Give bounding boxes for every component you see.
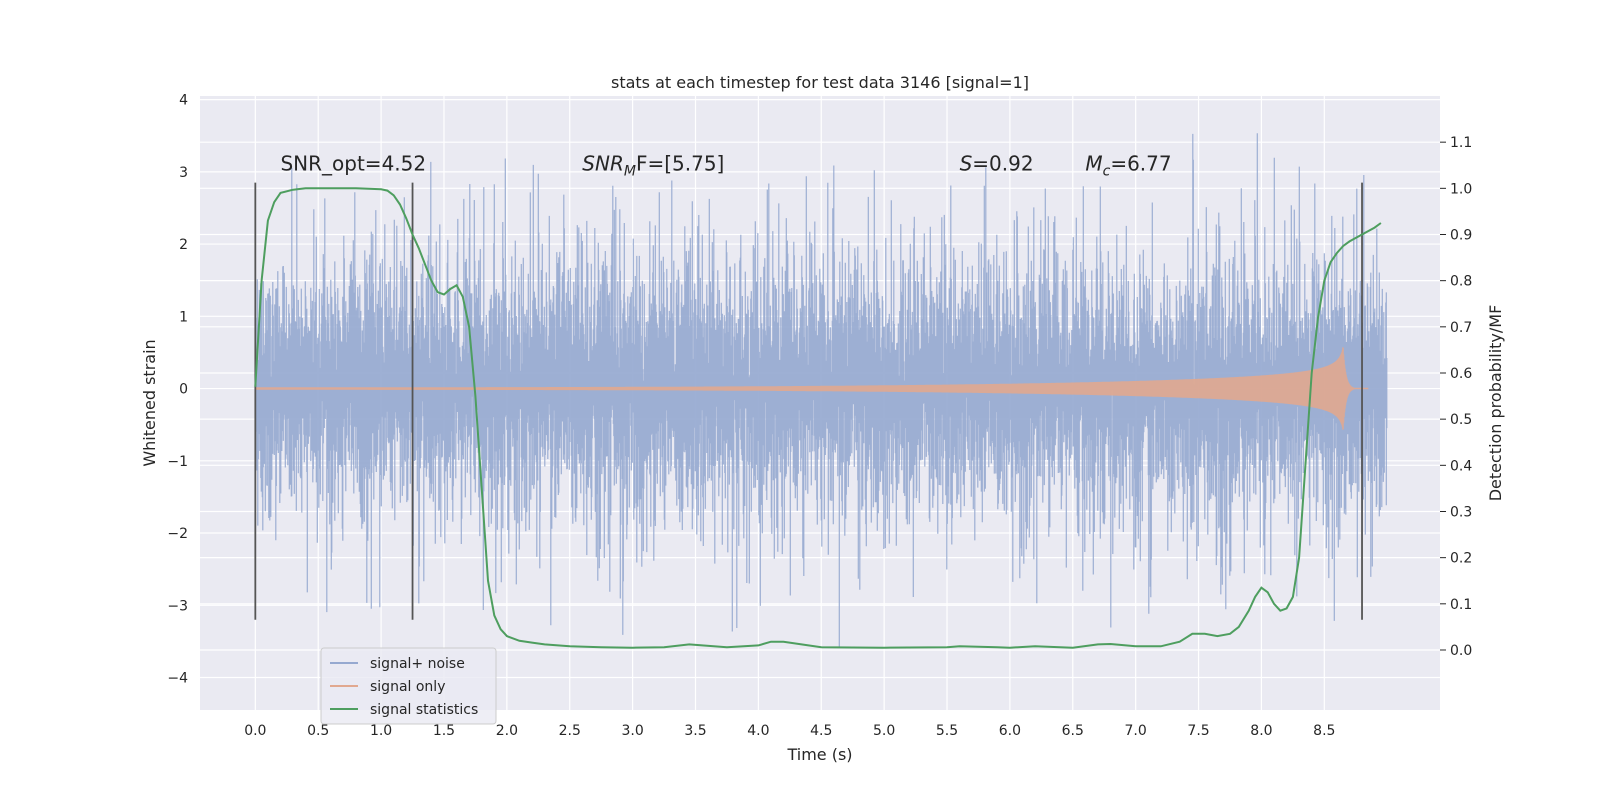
y-right-tick-label: 0.1: [1450, 597, 1472, 613]
y-right-tick-label: 1.0: [1450, 181, 1472, 197]
y-right-tick-label: 0.5: [1450, 412, 1472, 428]
x-tick-label: 2.0: [496, 723, 518, 739]
event-markers: [254, 182, 1363, 620]
y-tick-label: 2: [179, 237, 188, 253]
x-tick-label: 0.0: [244, 723, 266, 739]
x-tick-label: 7.5: [1187, 723, 1209, 739]
annotation: Mc=6.77: [1085, 151, 1171, 179]
x-tick-label: 3.5: [684, 723, 706, 739]
y-right-tick-label: 0.9: [1450, 227, 1472, 243]
x-tick-label: 0.5: [307, 723, 329, 739]
y-right-tick-label: 0.6: [1450, 366, 1472, 382]
y-right-tick-label: 0.0: [1450, 643, 1472, 659]
y-tick-label: 3: [179, 165, 188, 181]
x-tick-label: 6.5: [1062, 723, 1084, 739]
x-tick-label: 6.0: [999, 723, 1021, 739]
y-axis-right: 0.0 0.1 0.2 0.3 0.4 0.5 0.6 0.7 0.8 0.9 1.0 1.1: [1440, 135, 1472, 659]
y-right-tick-label: 0.4: [1450, 458, 1472, 474]
x-axis: 0.0 0.5 1.0 1.5 2.0 2.5 3.0 3.5 4.0 4.5 5.0 5.5 6.0 6…: [244, 723, 1335, 739]
y-tick-label: −1: [167, 454, 188, 470]
x-tick-label: 4.0: [747, 723, 769, 739]
y-axis-right-label: Detection probability/MF: [1486, 305, 1505, 502]
annotation: SNRMF=[5.75]: [582, 151, 724, 179]
y-right-tick-label: 0.8: [1450, 274, 1472, 290]
legend-label-signal-plus-noise: signal+ noise: [370, 656, 465, 672]
x-tick-label: 8.0: [1250, 723, 1272, 739]
y-right-tick-label: 0.7: [1450, 320, 1472, 336]
legend-label-signal-statistics: signal statistics: [370, 702, 478, 718]
annotation: SNR_opt=4.52: [280, 151, 426, 175]
y-right-tick-label: 0.3: [1450, 504, 1472, 520]
y-axis-left: −4 −3 −2 −1 0 1 2 3 4: [167, 93, 188, 687]
legend: signal+ noise signal only signal statist…: [320, 647, 497, 725]
x-tick-label: 4.5: [810, 723, 832, 739]
x-axis-label: Time (s): [786, 745, 852, 764]
x-tick-label: 1.5: [433, 723, 455, 739]
x-tick-label: 7.0: [1125, 723, 1147, 739]
signal-statistics-series: [254, 187, 1382, 649]
y-tick-label: 4: [179, 93, 188, 109]
y-tick-label: 0: [179, 382, 188, 398]
y-axis-label: Whitened strain: [140, 339, 159, 466]
y-tick-label: −3: [167, 598, 188, 614]
x-tick-label: 1.0: [370, 723, 392, 739]
x-tick-label: 5.5: [936, 723, 958, 739]
y-tick-label: 1: [179, 309, 188, 325]
legend-box: [320, 647, 497, 725]
annotations: SNR_opt=4.52 SNRMF=[5.75] S=0.92 Mc=6.77: [280, 151, 1171, 179]
x-tick-label: 5.0: [873, 723, 895, 739]
x-tick-label: 3.0: [621, 723, 643, 739]
y-tick-label: −2: [167, 526, 188, 542]
y-right-tick-label: 0.2: [1450, 551, 1472, 567]
y-tick-label: −4: [167, 670, 188, 686]
y-right-tick-label: 1.1: [1450, 135, 1472, 151]
chart-title: stats at each timestep for test data 314…: [611, 73, 1029, 92]
x-tick-label: 8.5: [1313, 723, 1335, 739]
legend-label-signal-only: signal only: [370, 679, 445, 695]
x-tick-label: 2.5: [559, 723, 581, 739]
annotation: S=0.92: [960, 151, 1034, 175]
